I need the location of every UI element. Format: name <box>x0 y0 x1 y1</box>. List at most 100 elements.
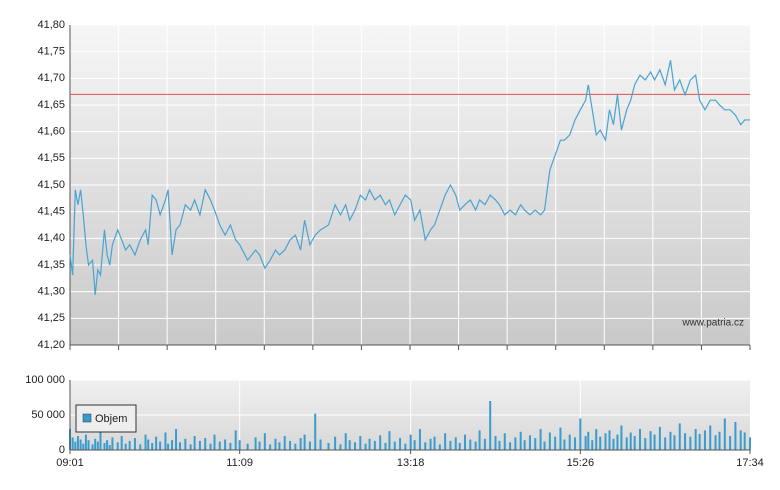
volume-bar <box>71 437 74 450</box>
volume-bar <box>388 431 391 450</box>
volume-bar <box>644 438 647 450</box>
volume-bar <box>229 443 232 450</box>
volume-bar <box>234 430 237 450</box>
volume-bar <box>595 429 598 450</box>
volume-bar <box>559 427 562 450</box>
volume-bar <box>339 444 342 450</box>
volume-bar <box>269 444 272 450</box>
volume-bar <box>308 441 311 450</box>
volume-bar <box>678 423 681 450</box>
volume-bar <box>489 401 492 450</box>
volume-bar <box>591 440 594 450</box>
volume-bar <box>189 444 192 450</box>
volume-bar <box>258 441 261 450</box>
volume-bar <box>368 438 371 450</box>
volume-bar <box>116 442 119 450</box>
volume-bar <box>689 436 692 450</box>
volume-bar <box>608 430 611 450</box>
volume-bar <box>543 441 546 450</box>
volume-bar <box>587 431 590 450</box>
volume-bar <box>620 425 623 450</box>
price-line <box>69 60 750 295</box>
volume-bar <box>384 443 387 450</box>
legend-label: Objem <box>95 413 127 425</box>
volume-bar <box>409 434 412 450</box>
volume-bar <box>151 443 154 450</box>
x-tick-label: 17:34 <box>736 457 764 469</box>
volume-bar <box>523 440 526 450</box>
volume-bar <box>79 439 82 450</box>
volume-bar <box>449 440 452 450</box>
volume-bar <box>159 441 162 450</box>
volume-bar <box>638 429 641 450</box>
volume-bar <box>139 444 142 450</box>
volume-bar <box>209 443 212 450</box>
volume-bar <box>604 433 607 450</box>
volume-bar <box>274 438 277 450</box>
x-tick-label: 09:01 <box>56 457 84 469</box>
volume-bar <box>612 438 615 450</box>
volume-bar <box>179 442 182 450</box>
volume-bar <box>709 425 712 450</box>
volume-bar <box>263 433 266 450</box>
volume-bar <box>494 436 497 450</box>
y-tick-label: 100 000 <box>25 374 65 386</box>
volume-bar <box>498 440 501 450</box>
volume-bar <box>413 440 416 450</box>
volume-bar <box>103 443 106 450</box>
y-tick-label: 41,75 <box>37 46 65 58</box>
volume-bar <box>433 436 436 450</box>
volume-bar <box>509 442 512 450</box>
y-tick-label: 41,35 <box>37 259 65 271</box>
volume-bar <box>469 439 472 450</box>
volume-bar <box>714 435 717 450</box>
volume-bar <box>673 435 676 450</box>
volume-bar <box>120 436 123 450</box>
volume-bar <box>669 431 672 450</box>
volume-layer: 0 50 000 100 000 09:01 11:09 13:18 15:26 17:34 O… <box>25 374 764 469</box>
y-tick-label: 41,30 <box>37 286 65 298</box>
volume-bar <box>283 436 286 450</box>
volume-bar <box>739 430 742 450</box>
price-layer: 41,20 41,25 41,30 41,35 41,40 41,45 41,50 41,55… <box>37 19 751 351</box>
volume-bar <box>238 440 241 450</box>
volume-bar <box>749 437 751 450</box>
y-tick-label: 41,65 <box>37 99 65 111</box>
y-tick-label: 41,55 <box>37 152 65 164</box>
volume-bar <box>359 436 362 450</box>
volume-bar <box>379 435 382 450</box>
volume-bar <box>729 436 732 450</box>
volume-bar <box>314 413 317 450</box>
volume-bar <box>734 422 737 450</box>
y-tick-label: 41,45 <box>37 206 65 218</box>
volume-bar <box>743 432 746 450</box>
volume-bar <box>478 430 481 450</box>
volume-bar <box>633 436 636 450</box>
volume-bar <box>155 436 158 450</box>
volume-bar <box>629 432 632 450</box>
x-tick-label: 11:09 <box>226 457 253 469</box>
volume-bar <box>319 439 322 450</box>
volume-bar <box>528 435 531 450</box>
y-tick-label: 41,50 <box>37 179 65 191</box>
volume-bar <box>599 436 602 450</box>
volume-bar <box>684 433 687 450</box>
volume-bar <box>213 434 216 450</box>
volume-bar <box>144 434 147 450</box>
volume-bar <box>429 438 432 450</box>
volume-bar <box>299 438 302 450</box>
volume-bar <box>171 440 174 450</box>
volume-bar <box>111 437 114 450</box>
volume-bar <box>424 442 427 450</box>
volume-bar <box>344 433 347 450</box>
volume-bar <box>175 429 178 450</box>
volume-bar <box>294 443 297 450</box>
volume-bar <box>303 434 306 450</box>
x-tick-label: 15:26 <box>567 457 595 469</box>
volume-bar <box>534 438 537 450</box>
volume-bar <box>108 445 111 450</box>
volume-bar <box>616 434 619 450</box>
volume-bar <box>649 431 652 450</box>
volume-bar <box>96 441 99 450</box>
volume-bar <box>164 432 167 450</box>
